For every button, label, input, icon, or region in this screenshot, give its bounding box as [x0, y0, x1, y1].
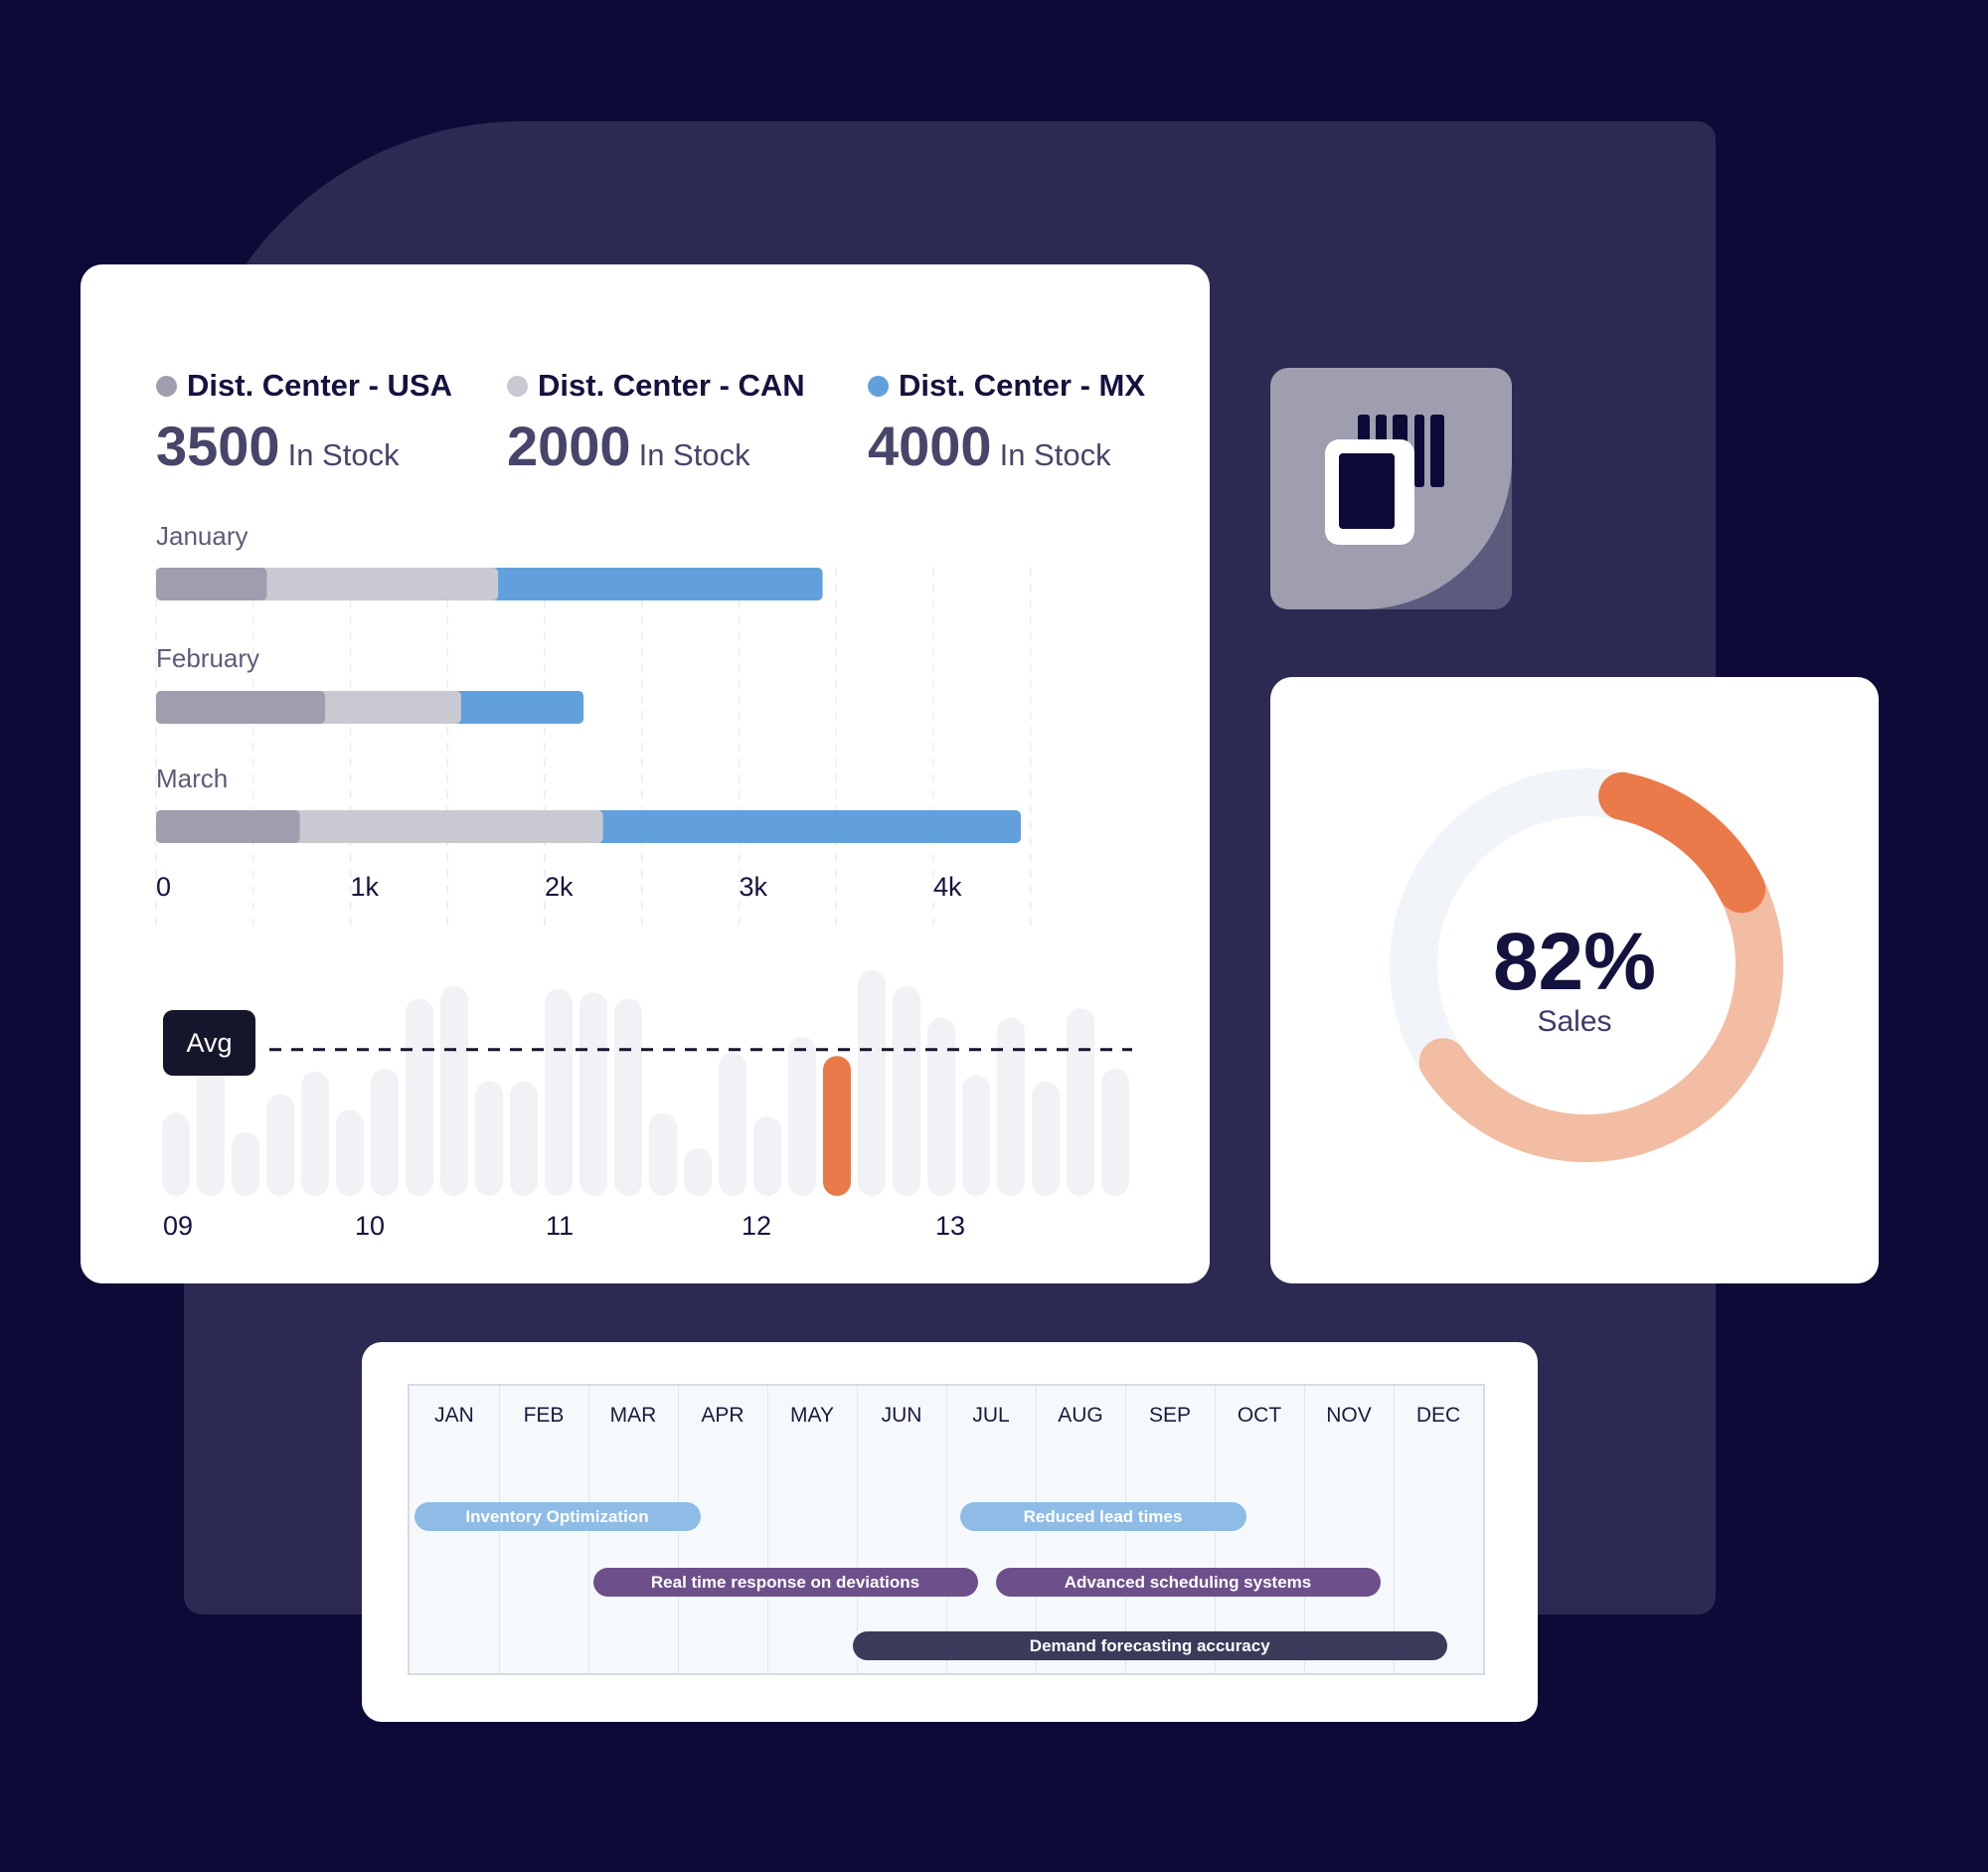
- stock-unit: In Stock: [638, 437, 750, 472]
- x-tick-label: 11: [546, 1211, 574, 1241]
- day-bar: [371, 1069, 399, 1196]
- timeline-bar: Inventory Optimization: [414, 1502, 701, 1531]
- day-bar: [336, 1109, 364, 1196]
- day-bar: [197, 1056, 225, 1196]
- timeline-column-divider: [767, 1386, 768, 1673]
- x-tick-label: 3k: [740, 872, 768, 902]
- day-bar: [1032, 1081, 1060, 1196]
- timeline-bar: Advanced scheduling systems: [995, 1568, 1381, 1597]
- timeline-bar: Real time response on deviations: [592, 1568, 978, 1597]
- daily-bar-chart: 09 10 11 12 13: [162, 969, 1132, 1241]
- day-bar: [266, 1094, 294, 1196]
- stock-value: 4000: [868, 415, 992, 477]
- legend-can: Dist. Center - CAN 2000 In Stock: [507, 368, 805, 478]
- day-bar: [719, 1053, 746, 1196]
- x-tick-label: 12: [742, 1211, 771, 1241]
- sales-percent: 82%: [1492, 917, 1657, 1007]
- bar-segment: [156, 568, 267, 600]
- timeline-month-label: MAR: [609, 1404, 657, 1427]
- bar-segment: [156, 691, 326, 724]
- day-bar: [406, 998, 433, 1196]
- timeline-column-divider: [1304, 1386, 1305, 1673]
- stacked-bar-chart: January February March 0 1k 2k 3k 4k: [155, 521, 1032, 931]
- legend-name: Dist. Center - MX: [899, 368, 1146, 403]
- timeline-month-label: AUG: [1058, 1404, 1103, 1427]
- legend-name: Dist. Center - CAN: [538, 368, 805, 403]
- day-bar: [580, 992, 607, 1196]
- day-bar: [649, 1112, 677, 1196]
- timeline-month-label: DEC: [1415, 1404, 1461, 1427]
- day-bar: [893, 985, 920, 1196]
- day-bar: [997, 1017, 1025, 1196]
- stock-value: 3500: [156, 415, 280, 477]
- day-bar: [684, 1148, 712, 1196]
- day-bar: [1101, 1069, 1129, 1196]
- timeline-month-label: SEP: [1148, 1404, 1192, 1427]
- timeline-month-label: NOV: [1326, 1404, 1372, 1427]
- sales-label: Sales: [1537, 1005, 1612, 1038]
- day-bar: [232, 1132, 259, 1196]
- category-label: January: [156, 521, 248, 551]
- timeline-month-label: FEB: [523, 1404, 565, 1427]
- x-tick-label: 2k: [545, 872, 574, 902]
- stock-value: 2000: [507, 415, 631, 477]
- stock-card: Dist. Center - USA 3500 In Stock Dist. Ce…: [81, 264, 1210, 1283]
- sales-donut-chart: [1390, 768, 1783, 1162]
- timeline-month-label: APR: [701, 1404, 745, 1427]
- day-bar: [962, 1075, 990, 1196]
- day-bar: [858, 969, 886, 1196]
- stock-unit: In Stock: [999, 437, 1111, 472]
- day-bar: [301, 1072, 329, 1196]
- timeline-column-divider: [1394, 1386, 1395, 1673]
- barcode-scanner-icon: [1270, 368, 1512, 609]
- x-tick-label: 0: [156, 872, 171, 902]
- day-bar: [162, 1112, 190, 1196]
- legend-dot-can: [507, 375, 528, 397]
- sales-card: 82% Sales: [1270, 677, 1879, 1283]
- timeline-month-label: JUL: [972, 1404, 1010, 1427]
- timeline-month-label: OCT: [1237, 1404, 1282, 1427]
- stock-unit: In Stock: [287, 437, 400, 472]
- timeline-month-label: JUN: [881, 1404, 922, 1427]
- x-tick-label: 1k: [351, 872, 380, 902]
- timeline-bar: Demand forecasting accuracy: [852, 1631, 1447, 1660]
- timeline-month-label: JAN: [434, 1404, 474, 1427]
- bar-segment: [156, 810, 300, 843]
- day-bar: [510, 1081, 538, 1196]
- day-bar: [788, 1037, 816, 1196]
- legend-dot-usa: [156, 375, 177, 397]
- timeline-month-label: MAY: [790, 1404, 834, 1427]
- day-bar: [440, 985, 468, 1196]
- donut-highlight-segment: [1598, 771, 1766, 914]
- day-bar: [475, 1081, 503, 1196]
- category-label: March: [156, 764, 228, 793]
- avg-badge: Avg: [163, 1010, 255, 1076]
- x-tick-label: 4k: [933, 872, 962, 902]
- timeline-column-divider: [857, 1386, 858, 1673]
- day-bar: [545, 989, 573, 1196]
- legend-usa: Dist. Center - USA 3500 In Stock: [156, 368, 452, 478]
- timeline-column-divider: [946, 1386, 947, 1673]
- highlighted-bar: [823, 1056, 851, 1196]
- day-bar: [1067, 1008, 1094, 1196]
- timeline-grid: JAN FEB MAR APR MAY JUN JUL AUG SEP OCT NOV DEC Inve…: [408, 1384, 1485, 1675]
- day-bar: [927, 1017, 955, 1196]
- day-bar: [753, 1116, 781, 1196]
- timeline-bar: Reduced lead times: [959, 1502, 1246, 1531]
- timeline-card: JAN FEB MAR APR MAY JUN JUL AUG SEP OCT NOV DEC Inve…: [362, 1342, 1538, 1722]
- x-tick-label: 09: [163, 1211, 193, 1241]
- category-label: February: [156, 643, 259, 673]
- legend-mx: Dist. Center - MX 4000 In Stock: [868, 368, 1145, 478]
- x-tick-label: 10: [355, 1211, 385, 1241]
- x-tick-label: 13: [935, 1211, 965, 1241]
- legend-dot-mx: [868, 375, 889, 397]
- legend-name: Dist. Center - USA: [187, 368, 452, 403]
- day-bar: [614, 998, 642, 1196]
